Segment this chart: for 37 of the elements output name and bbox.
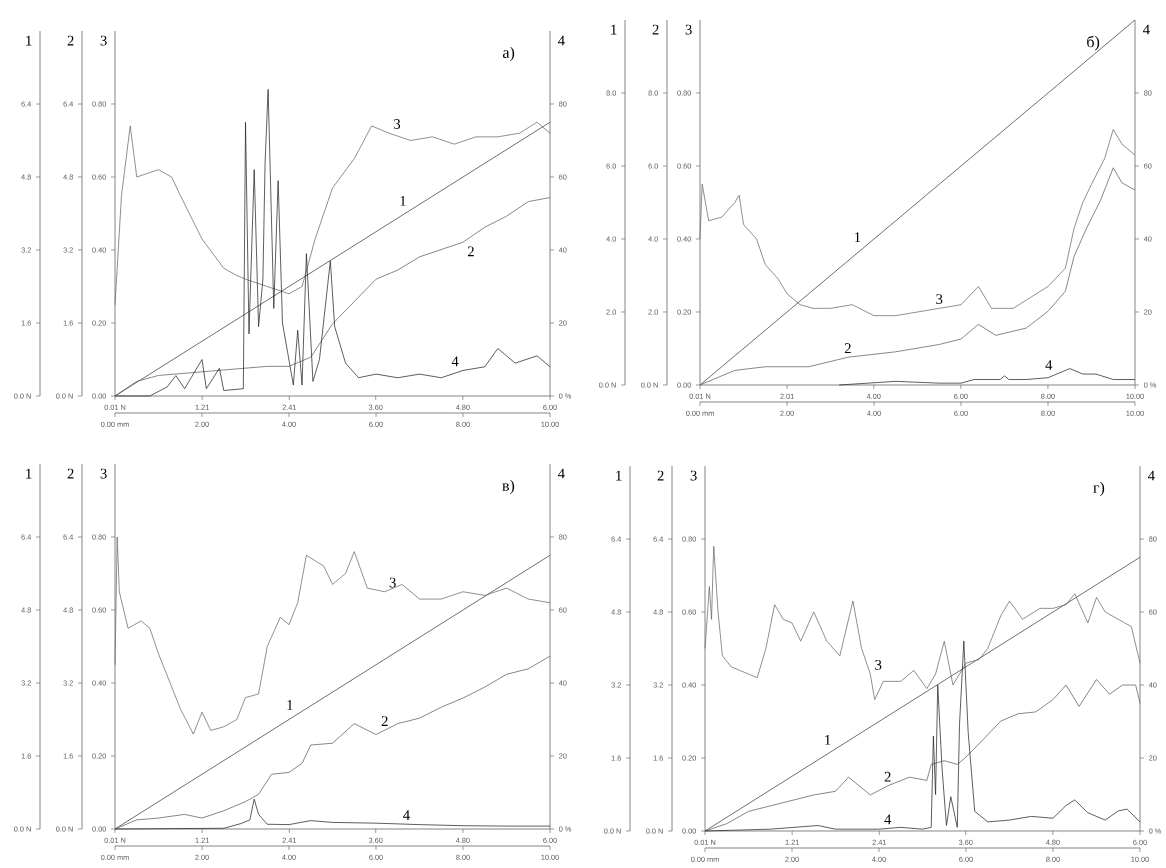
y3-axis-title: 4: [1143, 24, 1150, 35]
y-axis-title: 1: [611, 24, 617, 35]
series-label: 1: [825, 734, 831, 745]
text: г): [1093, 481, 1105, 497]
series-label: 1: [855, 232, 861, 243]
series-label: 1: [287, 700, 293, 710]
text: б): [1087, 35, 1100, 51]
series-label: 3: [394, 119, 401, 129]
y-axis-title: 1: [26, 35, 32, 46]
series-label: 4: [451, 356, 459, 367]
text: 2: [67, 35, 74, 46]
y-axis-title: 1: [26, 468, 32, 479]
series-label: 4: [1045, 360, 1053, 370]
text: в): [502, 479, 515, 495]
text: а): [502, 46, 515, 62]
y-axis-title: 1: [616, 470, 622, 481]
series-label: 3: [936, 294, 943, 305]
series-label: 3: [389, 577, 396, 588]
text: 2: [67, 468, 74, 479]
series-label: 3: [875, 659, 882, 670]
series-label: 2: [467, 246, 474, 257]
y2-axis-title: 3: [685, 24, 692, 35]
series-label: 2: [381, 716, 388, 726]
y2-axis-title: 3: [100, 35, 107, 46]
line-series: [838, 368, 1136, 386]
series-label: 2: [844, 343, 851, 353]
series-label: 4: [884, 814, 892, 825]
series-label: 2: [884, 771, 891, 782]
y3-axis-title: 4: [558, 468, 565, 479]
text: 2: [657, 470, 664, 481]
text: 2: [652, 24, 659, 35]
series-label: 4: [403, 810, 410, 820]
y2-axis-title: 3: [100, 468, 107, 479]
series-label: 1: [400, 195, 406, 206]
y3-axis-title: 4: [1148, 470, 1155, 481]
y3-axis-title: 4: [558, 35, 565, 46]
y2-axis-title: 3: [690, 470, 697, 481]
